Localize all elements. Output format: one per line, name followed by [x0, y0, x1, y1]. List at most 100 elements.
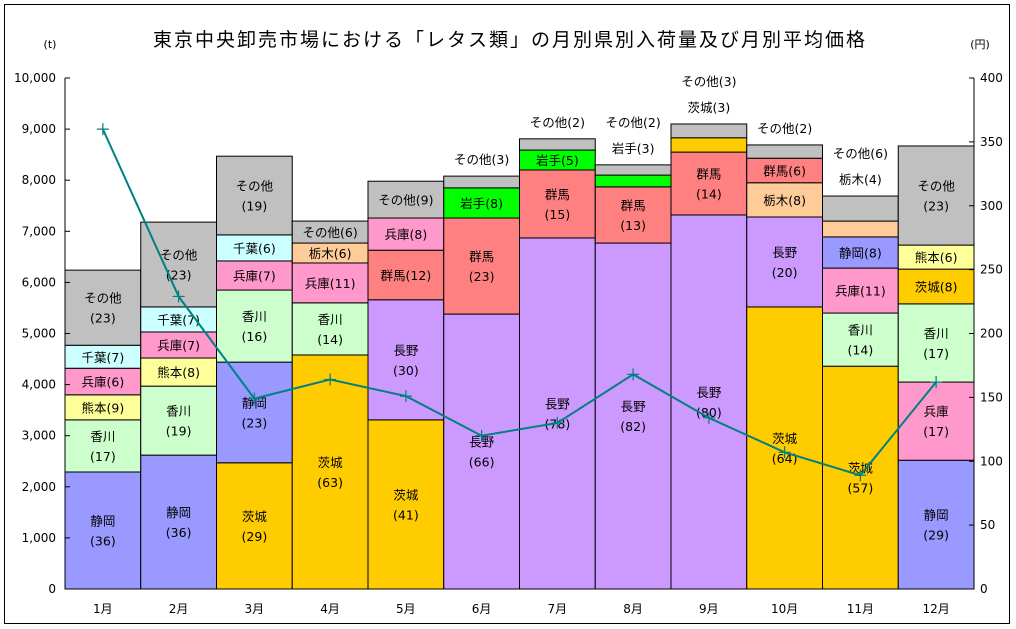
bar-segment [216, 234, 293, 262]
bar-segment [670, 123, 748, 139]
bar-segment [140, 357, 217, 387]
segment-label: 香川 [924, 326, 949, 341]
segment-label: (14) [848, 343, 874, 358]
price-point-marker [778, 446, 791, 459]
right-tick-label: 100 [980, 454, 1003, 468]
left-tick-label: 8,000 [22, 173, 56, 187]
bar-segment [897, 303, 975, 383]
segment-label: 茨城 [848, 461, 874, 476]
left-tick-label: 10,000 [14, 71, 56, 85]
bar-segment [216, 155, 293, 236]
bar-segment [822, 236, 899, 269]
right-tick-label: 400 [980, 71, 1003, 85]
bar-segment [140, 454, 217, 590]
segment-label: 熊本(6) [915, 250, 958, 265]
price-point-marker [702, 411, 715, 424]
price-point-marker [854, 469, 867, 482]
right-tick-label: 350 [980, 135, 1003, 149]
chart-title: 東京中央卸売市場における「レタス類」の月別県別入荷量及び月別平均価格 [153, 29, 867, 51]
segment-label: (82) [620, 419, 646, 434]
segment-label: 兵庫 [924, 404, 949, 419]
segment-label: 静岡 [90, 513, 115, 528]
segment-label: (36) [90, 533, 116, 548]
right-axis-unit: (円) [970, 38, 990, 51]
bar-segment [216, 260, 293, 291]
left-tick-label: 3,000 [22, 429, 56, 443]
bar-segment [822, 267, 899, 314]
segment-label: 熊本(9) [82, 400, 125, 415]
bar-segment [897, 145, 975, 246]
segment-label-outside: 岩手(3) [612, 141, 655, 156]
bar-segment [746, 216, 823, 308]
segment-label: その他 [84, 291, 122, 306]
bar-segment [746, 182, 823, 218]
segment-label: (16) [242, 329, 268, 344]
bar-segment [216, 289, 293, 363]
segment-label: 長野 [545, 396, 571, 411]
bar-segment [140, 385, 217, 456]
segment-label: (13) [620, 218, 646, 233]
segment-label: 兵庫(7) [233, 269, 276, 284]
bar-segment [670, 137, 748, 153]
bar-segment [897, 244, 975, 270]
x-tick-label: 5月 [396, 602, 416, 616]
segment-label: 岩手(8) [460, 196, 503, 211]
left-tick-label: 1,000 [22, 531, 56, 545]
segment-label: その他 [160, 248, 198, 263]
segment-label: (63) [317, 475, 343, 490]
price-line-group [96, 123, 943, 482]
bar-segment [519, 138, 596, 151]
bar-segment [140, 306, 217, 333]
segment-label: 栃木(6) [309, 246, 352, 261]
bar-segment [291, 302, 369, 356]
segment-label: (14) [696, 187, 722, 202]
segment-label: (14) [317, 332, 343, 347]
segment-label: その他(6) [303, 225, 358, 240]
bar-segment [64, 394, 142, 421]
segment-label: (29) [923, 528, 949, 543]
segment-label: 茨城 [772, 431, 798, 446]
stacked-bars [64, 123, 975, 590]
right-tick-label: 150 [980, 390, 1003, 404]
segment-label: 栃木(8) [763, 193, 806, 208]
segment-label: 群馬 [621, 198, 646, 213]
bar-segment [443, 313, 520, 590]
segment-label: 兵庫(6) [82, 375, 125, 390]
bar-segment [519, 237, 596, 590]
segment-label-outside: その他(2) [606, 115, 661, 130]
x-tick-label: 3月 [245, 602, 265, 616]
x-tick-label: 4月 [320, 602, 340, 616]
segment-label: 香川 [242, 309, 267, 324]
price-point-marker [96, 123, 109, 136]
left-tick-label: 5,000 [22, 327, 56, 341]
segment-label: (23) [469, 269, 495, 284]
right-tick-label: 0 [980, 582, 988, 596]
segment-label: 香川 [166, 404, 191, 419]
segment-label: 群馬(6) [763, 163, 806, 178]
price-point-marker [324, 373, 337, 386]
x-tick-label: 1月 [93, 602, 113, 616]
segment-label: (30) [393, 363, 419, 378]
bar-segment [670, 214, 748, 590]
segment-label: (17) [923, 346, 949, 361]
segment-label: (36) [166, 525, 192, 540]
segment-label: 長野 [469, 435, 495, 450]
left-tick-label: 6,000 [22, 275, 56, 289]
segment-label: 茨城(8) [915, 279, 958, 294]
x-tick-label: 8月 [623, 602, 643, 616]
x-tick-label: 2月 [169, 602, 189, 616]
segment-label: 兵庫(11) [305, 276, 356, 291]
x-tick-label: 11月 [847, 602, 874, 616]
segment-label-outside: その他(2) [757, 121, 812, 136]
segment-label: (20) [772, 265, 798, 280]
segment-label: 静岡(8) [839, 246, 882, 261]
segment-label-outside: その他(3) [454, 152, 509, 167]
segment-label: 長野 [621, 399, 647, 414]
price-point-marker [627, 368, 640, 381]
segment-label: 長野 [772, 245, 798, 260]
segment-label: 兵庫(8) [385, 227, 428, 242]
right-tick-label: 300 [980, 199, 1003, 213]
bar-segment [822, 312, 899, 367]
segment-label: 群馬 [696, 167, 721, 182]
segment-label: 千葉(6) [233, 241, 276, 256]
